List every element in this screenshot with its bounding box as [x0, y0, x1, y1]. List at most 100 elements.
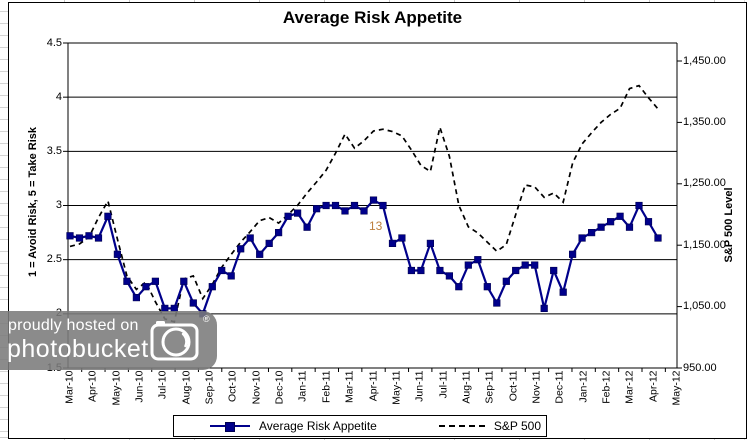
data-point-marker [104, 212, 112, 220]
x-axis-month-label: May-12 [670, 370, 683, 406]
legend-risk-label: Average Risk Appetite [259, 419, 377, 433]
x-axis-month-label: Dec-11 [553, 370, 566, 404]
data-point-marker [597, 223, 605, 231]
right-axis-tick-label: 950.00 [683, 361, 717, 374]
data-point-marker [312, 205, 321, 213]
data-point-marker [493, 299, 501, 307]
data-point-marker [237, 245, 245, 253]
x-axis-month-label: Feb-11 [320, 370, 333, 404]
data-point-marker [142, 283, 150, 291]
data-point-marker [350, 201, 359, 210]
x-axis-month-label: Feb-12 [600, 370, 613, 404]
data-point-marker [587, 229, 596, 237]
data-point-marker [578, 234, 586, 242]
x-axis-month-label: Nov-11 [530, 370, 543, 404]
data-point-marker [265, 239, 273, 248]
data-point-marker [502, 277, 510, 285]
data-point-marker [123, 277, 131, 285]
data-point-marker [625, 223, 634, 231]
data-point-marker [455, 283, 463, 291]
data-point-marker [540, 304, 548, 313]
data-point-marker [85, 232, 93, 240]
camera-icon [150, 321, 199, 361]
data-point-marker [654, 234, 662, 242]
data-point-marker [284, 212, 292, 220]
data-point-marker [189, 299, 197, 307]
watermark-brand: photobucket [7, 335, 149, 363]
data-point-marker [550, 266, 558, 275]
legend: Average Risk Appetite S&P 500 [173, 415, 547, 437]
chart-title: Average Risk Appetite [282, 8, 463, 27]
x-axis-month-label: Dec-10 [273, 370, 286, 405]
data-point-marker [483, 283, 491, 291]
data-point-marker [464, 261, 472, 269]
x-axis-month-label: Jan-12 [577, 370, 590, 403]
data-point-marker [132, 293, 141, 302]
data-point-marker [445, 272, 454, 280]
left-axis-tick-label: 3 [55, 199, 62, 211]
x-axis-month-label: Aug-11 [460, 370, 473, 404]
data-point-marker [360, 207, 368, 215]
left-axis-tick-label: 2.5 [46, 253, 62, 266]
x-axis-month-label: Apr-10 [86, 370, 99, 403]
data-point-marker [388, 239, 397, 248]
data-point-marker [341, 207, 349, 215]
left-axis-tick-label: 4 [55, 90, 62, 103]
data-point-marker [436, 266, 444, 275]
worksheet-edge-top [0, 0, 747, 3]
photobucket-watermark: proudly hosted on photobucket ® [0, 311, 217, 370]
watermark-tagline: proudly hosted on [8, 317, 139, 334]
data-point-marker [531, 261, 539, 269]
data-point-marker [606, 218, 615, 226]
data-point-marker [66, 232, 74, 240]
right-axis-tick-label: 1,150.00 [683, 238, 726, 251]
worksheet-edge-left [0, 0, 8, 440]
data-point-marker [521, 261, 529, 269]
x-axis-month-label: Apr-11 [367, 370, 379, 402]
x-axis-month-label: Mar-10 [63, 370, 76, 404]
left-axis-tick-label: 4.5 [46, 36, 62, 49]
x-axis-month-label: Mar-12 [623, 370, 636, 404]
data-point-marker [369, 196, 378, 204]
x-axis-month-label: Jun-11 [413, 370, 426, 402]
square-marker-icon [225, 422, 235, 432]
data-point-marker [274, 229, 283, 237]
data-point-marker [218, 266, 226, 275]
stray-annotation: 13 [369, 219, 383, 233]
data-point-marker [113, 250, 121, 258]
data-point-marker [474, 256, 482, 264]
data-point-marker [407, 266, 416, 275]
data-point-marker [293, 209, 302, 217]
data-point-marker [151, 277, 160, 285]
data-point-marker [246, 234, 254, 242]
data-point-marker [635, 201, 643, 210]
data-point-marker [417, 266, 425, 275]
x-axis-month-label: Apr-12 [647, 370, 660, 403]
data-point-marker [256, 250, 264, 258]
x-axis-month-label: Aug-10 [180, 370, 193, 405]
data-point-marker [227, 272, 235, 280]
x-axis-month-label: Jul-11 [437, 370, 450, 399]
left-axis-tick-label: 3.5 [46, 144, 62, 157]
legend-sp500-label: S&P 500 [493, 419, 542, 433]
right-axis-tick-label: 1,350.00 [683, 115, 726, 128]
data-point-marker [644, 218, 653, 226]
data-point-marker [331, 201, 340, 210]
data-point-marker [568, 250, 577, 258]
data-point-marker [322, 201, 330, 210]
x-axis-month-label: Oct-10 [226, 370, 239, 403]
data-point-marker [426, 239, 435, 248]
data-point-marker [616, 212, 624, 220]
data-point-marker [303, 223, 311, 231]
x-axis-month-label: May-11 [390, 370, 403, 405]
data-point-marker [379, 201, 387, 210]
legend-risk-line-sample [210, 422, 250, 432]
x-axis-month-label: Sep-11 [483, 370, 496, 404]
right-axis-tick-label: 1,450.00 [683, 54, 726, 67]
data-point-marker [75, 234, 84, 242]
x-axis-month-label: Mar-11 [343, 370, 356, 403]
data-point-marker [94, 234, 103, 242]
right-axis-tick-label: 1,250.00 [683, 177, 726, 190]
x-axis-month-label: Sep-10 [203, 370, 216, 405]
